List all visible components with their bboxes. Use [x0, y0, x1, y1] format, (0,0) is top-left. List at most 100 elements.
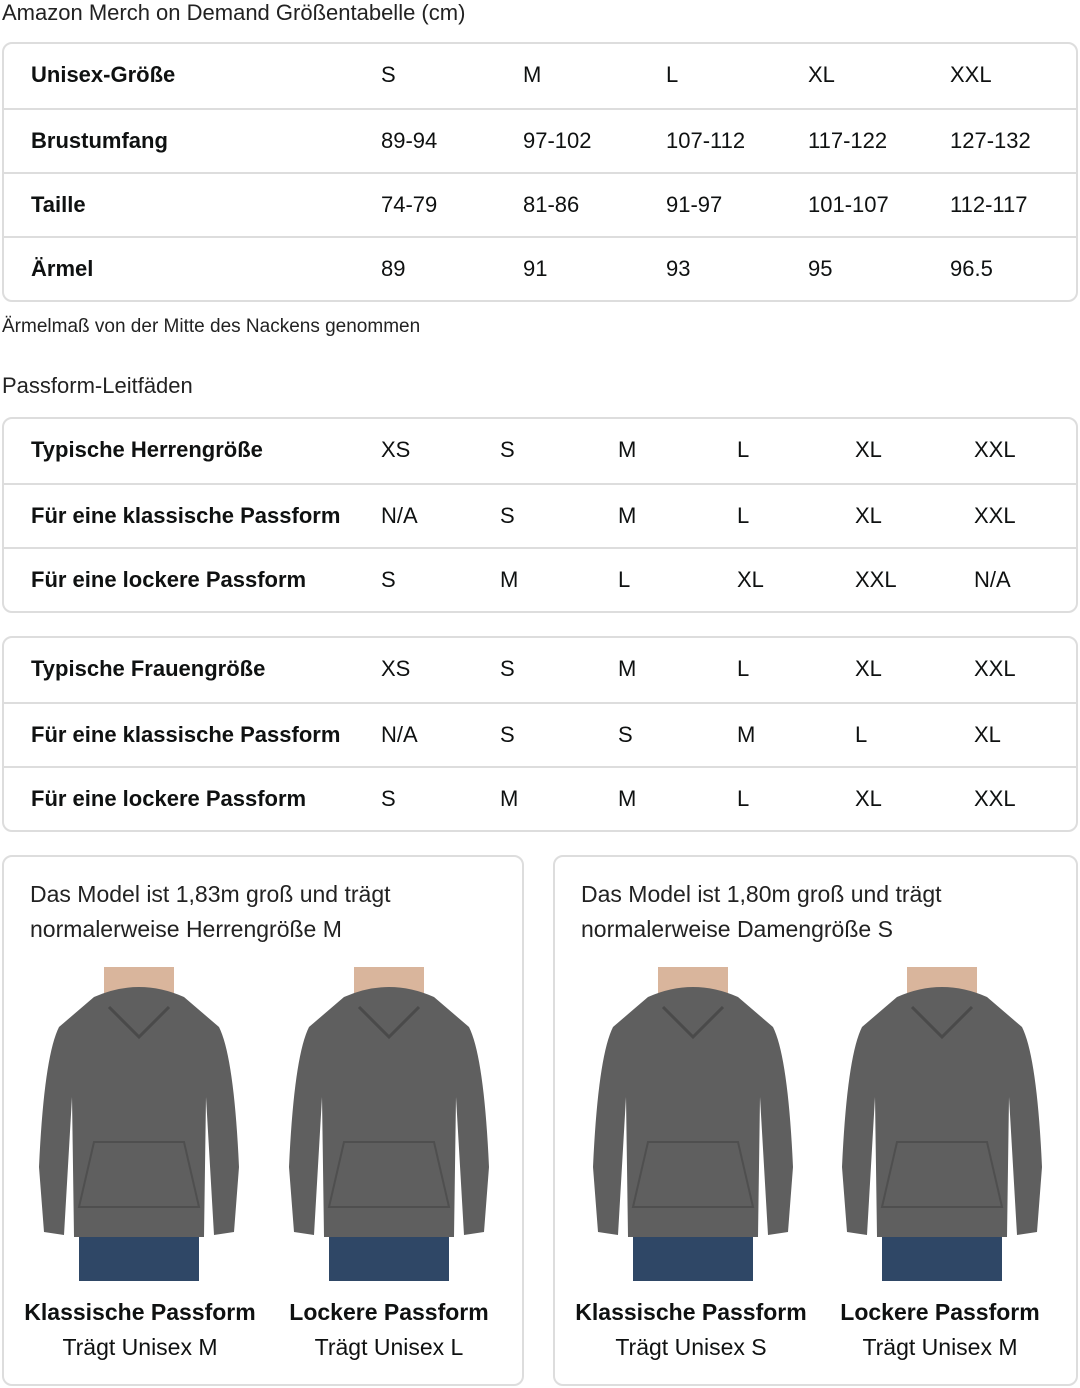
table-cell: L	[618, 567, 631, 592]
hoodie-model-icon	[842, 967, 1042, 1281]
wears-label: Trägt Unisex M	[862, 1334, 1018, 1360]
model-description: normalerweise Damengröße S	[581, 916, 893, 942]
wears-label: Trägt Unisex S	[615, 1334, 767, 1360]
table-cell: 89-94	[381, 128, 438, 153]
model-card-women: Das Model ist 1,80m groß und trägt normal…	[553, 855, 1078, 1386]
wears-label: Trägt Unisex M	[62, 1334, 218, 1360]
fit-guide-title: Passform-Leitfäden	[2, 373, 193, 398]
table-row: Für eine lockere Passform S M L XL XXL N/A	[4, 547, 1076, 611]
table-cell: M	[618, 437, 637, 462]
table-row: Unisex-Größe S M L XL XXL	[4, 44, 1076, 108]
table-cell: S	[381, 62, 396, 87]
model-image-classic-fit	[588, 967, 798, 1281]
table-cell: L	[737, 656, 750, 681]
table-cell: S	[381, 567, 396, 592]
fit-label: Lockere Passform	[289, 1299, 489, 1325]
table-cell: L	[666, 62, 679, 87]
model-image-classic-fit	[34, 967, 244, 1281]
size-table: Unisex-Größe S M L XL XXL Brustumfang 89-94 97-1…	[2, 42, 1078, 302]
women-fit-table: Typische Frauengröße XS S M L XL XXL Für eine k…	[2, 636, 1078, 832]
table-cell: L	[737, 437, 750, 462]
table-cell: 101-107	[808, 192, 889, 217]
table-cell: 74-79	[381, 192, 438, 217]
table-cell: 91-97	[666, 192, 723, 217]
table-cell: M	[618, 503, 637, 528]
table-cell: S	[381, 786, 396, 811]
table-cell: XL	[855, 503, 882, 528]
table-row: Für eine klassische Passform N/A S M L XL XXL	[4, 483, 1076, 547]
table-cell: 81-86	[523, 192, 580, 217]
table-cell: S	[500, 656, 515, 681]
table-cell: XL	[808, 62, 835, 87]
table-cell: L	[737, 503, 750, 528]
table-cell: 107-112	[666, 128, 746, 153]
table-cell: XL	[737, 567, 764, 592]
row-label: Typische Frauengröße	[31, 656, 266, 681]
hoodie-model-icon	[39, 967, 239, 1281]
table-cell: XS	[381, 437, 411, 462]
table-cell: N/A	[381, 722, 418, 747]
wears-label: Trägt Unisex L	[314, 1334, 464, 1360]
table-cell: 117-122	[808, 128, 888, 153]
row-label: Für eine lockere Passform	[31, 567, 307, 592]
table-cell: M	[500, 567, 519, 592]
table-cell: XS	[381, 656, 411, 681]
table-cell: 91	[523, 256, 548, 281]
table-cell: XXL	[974, 786, 1016, 811]
table-cell: XL	[855, 437, 882, 462]
table-cell: M	[523, 62, 542, 87]
fit-label: Klassische Passform	[575, 1299, 807, 1325]
table-row: Typische Frauengröße XS S M L XL XXL	[4, 638, 1076, 702]
table-row: Brustumfang 89-94 97-102 107-112 117-122 127-…	[4, 108, 1076, 172]
table-row: Für eine klassische Passform N/A S S M L XL	[4, 702, 1076, 766]
model-description: normalerweise Herrengröße M	[30, 916, 342, 942]
table-cell: 93	[666, 256, 691, 281]
table-cell: N/A	[381, 503, 418, 528]
row-label: Für eine klassische Passform	[31, 503, 341, 528]
model-card-men: Das Model ist 1,83m groß und trägt normal…	[2, 855, 524, 1386]
table-cell: S	[500, 503, 515, 528]
table-cell: XXL	[855, 567, 897, 592]
table-cell: XXL	[974, 503, 1016, 528]
fit-label: Lockere Passform	[840, 1299, 1040, 1325]
table-cell: L	[855, 722, 868, 747]
model-image-loose-fit	[837, 967, 1047, 1281]
row-label: Typische Herrengröße	[31, 437, 263, 462]
table-cell: XXL	[974, 437, 1016, 462]
model-image-loose-fit	[284, 967, 494, 1281]
table-cell: S	[500, 722, 515, 747]
table-cell: M	[500, 786, 519, 811]
row-label: Ärmel	[31, 256, 94, 281]
table-cell: XL	[974, 722, 1001, 747]
table-cell: XXL	[950, 62, 992, 87]
table-cell: XL	[855, 656, 882, 681]
table-cell: 95	[808, 256, 833, 281]
table-row: Typische Herrengröße XS S M L XL XXL	[4, 419, 1076, 483]
page-title: Amazon Merch on Demand Größentabelle (cm…	[2, 0, 466, 25]
table-cell: M	[737, 722, 756, 747]
row-label: Für eine klassische Passform	[31, 722, 341, 747]
table-cell: N/A	[974, 567, 1011, 592]
table-row: Für eine lockere Passform S M M L XL XXL	[4, 766, 1076, 830]
table-cell: XXL	[974, 656, 1016, 681]
model-description: Das Model ist 1,80m groß und trägt	[581, 881, 942, 907]
table-row: Ärmel 89 91 93 95 96.5	[4, 236, 1076, 300]
table-cell: 96.5	[950, 256, 993, 281]
table-cell: 89	[381, 256, 406, 281]
table-cell: S	[618, 722, 633, 747]
hoodie-model-icon	[289, 967, 489, 1281]
sleeve-note: Ärmelmaß von der Mitte des Nackens genom…	[2, 316, 421, 337]
table-cell: 127-132	[950, 128, 1031, 153]
hoodie-model-icon	[593, 967, 793, 1281]
table-cell: L	[737, 786, 750, 811]
row-label: Unisex-Größe	[31, 62, 176, 87]
table-cell: M	[618, 656, 637, 681]
table-cell: S	[500, 437, 515, 462]
table-row: Taille 74-79 81-86 91-97 101-107 112-117	[4, 172, 1076, 236]
men-fit-table: Typische Herrengröße XS S M L XL XXL Für eine k…	[2, 417, 1078, 613]
table-cell: 112-117	[950, 192, 1028, 217]
table-cell: XL	[855, 786, 882, 811]
table-cell: 97-102	[523, 128, 592, 153]
model-description: Das Model ist 1,83m groß und trägt	[30, 881, 391, 907]
table-cell: M	[618, 786, 637, 811]
